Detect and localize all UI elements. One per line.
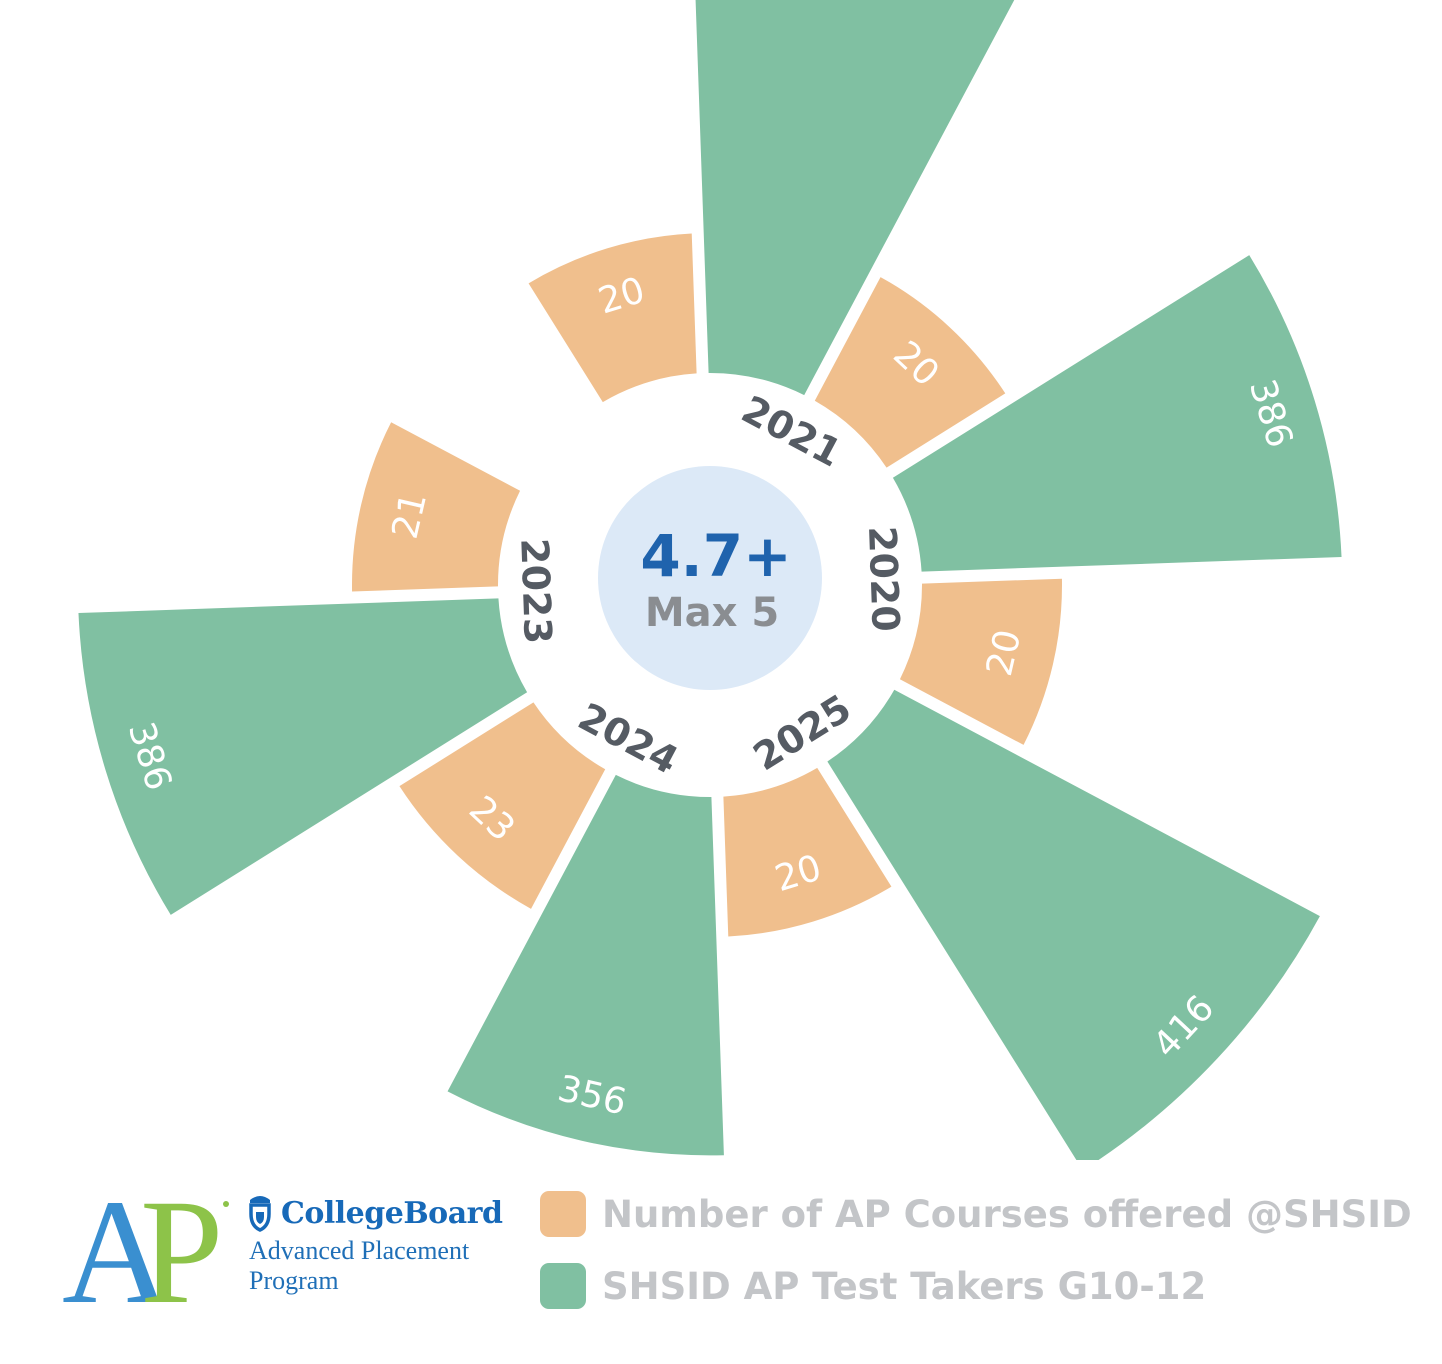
ap-logo: A P (62, 1190, 229, 1310)
courses-value-label: 21 (385, 489, 435, 543)
collegeboard-brand: CollegeBoard Advanced Placement Program (243, 1194, 533, 1296)
year-label-2023: 2023 (512, 537, 560, 644)
courses-bar-2023 (351, 422, 521, 592)
legend-label-courses: Number of AP Courses offered @SHSID (602, 1192, 1412, 1236)
takers-bar-2024 (447, 774, 724, 1156)
legend-item-takers: SHSID AP Test Takers G10-12 (540, 1262, 1412, 1310)
legend-item-courses: Number of AP Courses offered @SHSID (540, 1190, 1412, 1238)
courses-bar-5 (528, 233, 697, 403)
program-name-line2: Program (249, 1266, 339, 1295)
legend-swatch-takers (540, 1263, 586, 1309)
takers-bar-2020 (892, 255, 1342, 572)
courses-bar-2025 (723, 767, 892, 937)
legend: Number of AP Courses offered @SHSID SHSI… (540, 1190, 1412, 1334)
courses-value-label: 20 (979, 626, 1029, 680)
chart-segments: 414203862041620356233862120 (78, 0, 1342, 1160)
courses-bar-2021 (814, 277, 1006, 468)
courses-bar-2020 (899, 578, 1062, 745)
center-score-value: 4.7+ (640, 522, 791, 590)
collegeboard-name: CollegeBoard (243, 1194, 533, 1232)
center-score-max: Max 5 (645, 590, 779, 636)
svg-text:P: P (140, 1190, 223, 1310)
radial-chart: 414203862041620356233862120 202120202025… (78, 0, 1342, 1160)
takers-bar-2021 (695, 0, 1015, 396)
acorn-icon (249, 1196, 271, 1232)
courses-bar-2024 (399, 702, 606, 909)
year-label-2020: 2020 (860, 525, 908, 632)
collegeboard-text: CollegeBoard (281, 1195, 503, 1231)
footer: A P CollegeBoard Advanced Placement Prog… (0, 1180, 1442, 1330)
takers-bar-2025 (827, 689, 1320, 1160)
takers-bar-2023 (78, 598, 528, 915)
program-name-line1: Advanced Placement (249, 1236, 470, 1265)
center-circle (598, 466, 822, 690)
legend-swatch-courses (540, 1191, 586, 1237)
legend-label-takers: SHSID AP Test Takers G10-12 (602, 1264, 1207, 1308)
